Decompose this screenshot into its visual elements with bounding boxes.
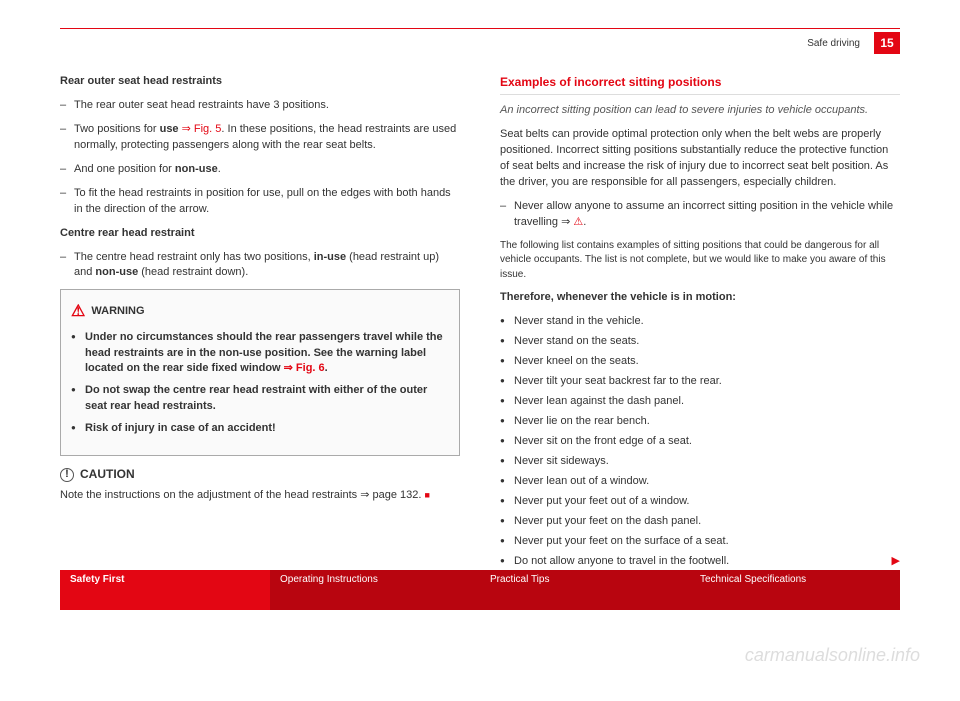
footer-tabs: Safety First Operating Instructions Prac… [60,570,900,610]
end-square-icon: ■ [425,490,430,500]
b6: Never lie on the rear bench. [514,414,900,430]
centre-li1a: The centre head restraint only has two p… [74,251,314,263]
right-li1a: Never allow anyone to assume an incorrec… [514,200,893,228]
rear-li3a: And one position for [74,163,175,175]
warning-icon: ⚠ [71,300,85,323]
right-column: Examples of incorrect sitting positions … [500,74,900,578]
footer-tab-practical: Practical Tips [480,570,690,610]
centre-heading: Centre rear head restraint [60,226,460,242]
top-rule: Safe driving 15 [60,28,900,54]
footer-tab-operating: Operating Instructions [270,570,480,610]
right-p1: Seat belts can provide optimal protectio… [500,127,900,191]
b5: Never lean against the dash panel. [514,394,900,410]
warning-list: Under no circumstances should the rear p… [71,330,449,438]
inline-warning-icon: ⚠ [573,216,583,228]
rear-li1: The rear outer seat head restraints have… [74,98,460,114]
warn-li2: Do not swap the centre rear head restrai… [85,383,449,415]
b8: Never sit sideways. [514,454,900,470]
b12: Never put your feet on the surface of a … [514,534,900,550]
right-dash-list: Never allow anyone to assume an incorrec… [500,199,900,231]
never-list: Never stand in the vehicle. Never stand … [500,314,900,569]
caution-icon: ! [60,468,74,482]
rear-li2a: Two positions for [74,123,160,135]
caution-title: CAUTION [80,466,135,483]
warning-title-row: ⚠ WARNING [71,300,449,323]
examples-heading: Examples of incorrect sitting positions [500,74,900,95]
b1: Never stand in the vehicle. [514,314,900,330]
right-p2: The following list contains examples of … [500,239,900,283]
page-container: Safe driving 15 Rear outer seat head res… [0,0,960,630]
centre-li1d: non-use [95,266,138,278]
centre-li1b: in-use [314,251,346,263]
centre-list: The centre head restraint only has two p… [60,250,460,282]
lead-text: An incorrect sitting position can lead t… [500,103,900,119]
right-p3: Therefore, whenever the vehicle is in mo… [500,290,900,306]
rear-li3: And one position for non-use. [74,162,460,178]
continue-arrow-icon: ▶ [892,554,900,570]
rear-li2: Two positions for use ⇒ Fig. 5. In these… [74,122,460,154]
section-label: Safe driving [807,38,860,49]
warn-li3: Risk of injury in case of an accident! [85,421,449,437]
b9: Never lean out of a window. [514,474,900,490]
centre-li1e: (head restraint down). [138,266,248,278]
caution-text: Note the instructions on the adjustment … [60,488,460,504]
b13: Do not allow anyone to travel in the foo… [514,554,900,570]
b10: Never put your feet out of a window. [514,494,900,510]
rear-li3b: non-use [175,163,218,175]
centre-li1: The centre head restraint only has two p… [74,250,460,282]
b13-text: Do not allow anyone to travel in the foo… [514,555,729,567]
b11: Never put your feet on the dash panel. [514,514,900,530]
rear-heading: Rear outer seat head restraints [60,74,460,90]
watermark: carmanualsonline.info [745,645,920,666]
right-dash-li1: Never allow anyone to assume an incorrec… [514,199,900,231]
right-li1b: . [583,216,586,228]
page-number: 15 [874,32,900,54]
b2: Never stand on the seats. [514,334,900,350]
b4: Never tilt your seat backrest far to the… [514,374,900,390]
rear-li2b: use [160,123,179,135]
rear-li3c: . [218,163,221,175]
b7: Never sit on the front edge of a seat. [514,434,900,450]
caution-title-row: ! CAUTION [60,466,460,483]
warning-title: WARNING [91,304,144,320]
footer-tab-safety: Safety First [60,570,270,610]
caution-p: Note the instructions on the adjustment … [60,489,421,501]
warning-box: ⚠ WARNING Under no circumstances should … [60,289,460,456]
rear-li2c: ⇒ Fig. 5 [179,123,222,135]
warn-li1b: ⇒ Fig. 6 [284,362,325,374]
warn-li1: Under no circumstances should the rear p… [85,330,449,378]
warn-li1c: . [325,362,328,374]
left-column: Rear outer seat head restraints The rear… [60,74,460,578]
two-column-layout: Rear outer seat head restraints The rear… [60,74,900,578]
b3: Never kneel on the seats. [514,354,900,370]
footer-tab-technical: Technical Specifications [690,570,900,610]
warn-li1a: Under no circumstances should the rear p… [85,331,443,375]
rear-li4: To fit the head restraints in position f… [74,186,460,218]
rear-list: The rear outer seat head restraints have… [60,98,460,218]
